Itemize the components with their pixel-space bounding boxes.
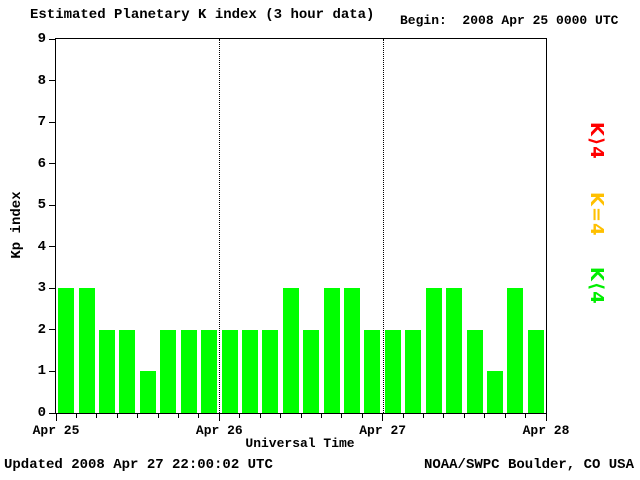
source-credit: NOAA/SWPC Boulder, CO USA [423,457,634,473]
y-tick [49,80,55,82]
y-tick [49,204,55,206]
x-tick [402,414,404,418]
y-tick-label: 7 [37,114,46,131]
y-tick-label: 0 [37,405,46,421]
x-tick [300,414,302,418]
x-tick [137,414,139,418]
kp-bar [78,288,95,413]
kp-bar [262,329,279,413]
y-tick [49,370,55,372]
legend-item: K⟩4 [586,122,607,160]
y-tick [49,329,55,331]
kp-bar [405,329,422,413]
kp-bar [486,371,503,413]
x-tick [239,414,241,418]
y-tick-label: 5 [37,197,46,214]
day-boundary-line [382,39,384,413]
y-tick-label: 6 [37,155,46,172]
x-tick [341,414,343,418]
kp-bar [364,329,381,413]
y-tick-label: 9 [37,31,46,47]
x-tick [423,414,424,418]
x-tick [361,414,363,418]
kp-bar [221,329,238,413]
y-tick-label: 4 [37,238,46,255]
kp-bar [507,288,524,413]
y-tick-label: 8 [37,72,46,89]
y-tick [49,121,55,123]
legend-item: K⟨4 [586,267,607,305]
y-tick [49,246,55,248]
x-tick [504,414,506,418]
x-tick [545,414,547,421]
chart-title: Estimated Planetary K index (3 hour data… [30,7,375,23]
kp-bar [446,288,463,413]
x-tick [198,414,200,418]
x-tick [320,414,322,418]
x-tick-label: Apr 26 [195,423,243,438]
day-boundary-line [219,39,221,413]
kp-bar [160,329,177,413]
kp-bar [527,329,544,413]
y-tick-label: 3 [37,280,46,297]
kp-bar [241,329,258,413]
y-tick-label: 2 [37,321,46,338]
x-tick [116,414,118,418]
x-tick [55,414,57,421]
x-tick [178,414,179,418]
x-tick [484,414,486,418]
kp-bar [344,288,361,413]
x-tick [443,414,445,418]
legend-item: K=4 [586,192,607,237]
x-tick [463,414,465,418]
x-tick [525,414,527,418]
x-tick [96,414,98,418]
updated-timestamp: Updated 2008 Apr 27 22:00:02 UTC [4,457,273,473]
x-tick [280,414,282,418]
y-tick [49,287,55,289]
kp-bar [180,329,197,413]
x-tick-label: Apr 27 [359,423,407,438]
kp-bar [425,288,442,413]
x-tick [157,414,159,418]
kp-bar [282,288,299,413]
kp-bar [303,329,320,413]
y-tick [49,38,55,40]
y-tick [49,163,55,165]
kp-bar [201,329,218,413]
kp-bar [99,329,116,413]
begin-label: Begin: 2008 Apr 25 0000 UTC [400,13,619,28]
kp-bar [323,288,340,413]
x-tick-label: Apr 28 [522,423,570,438]
kp-bar [384,329,401,413]
kp-bar [119,329,136,413]
x-tick-label: Apr 25 [32,423,80,438]
x-axis-title: Universal Time [245,436,355,451]
x-tick [259,414,261,418]
x-tick [75,414,77,418]
x-tick [218,414,220,421]
kp-bar [139,371,156,413]
plot-area: 0 1 2 3 4 5 6 7 8 9 Apr 25 Apr 26 Apr 27 Apr 28 [33,31,570,438]
y-tick-label: 1 [37,363,46,380]
kp-bar [58,288,75,413]
kp-bar [466,329,483,413]
y-tick [49,412,55,414]
x-tick [382,414,384,421]
